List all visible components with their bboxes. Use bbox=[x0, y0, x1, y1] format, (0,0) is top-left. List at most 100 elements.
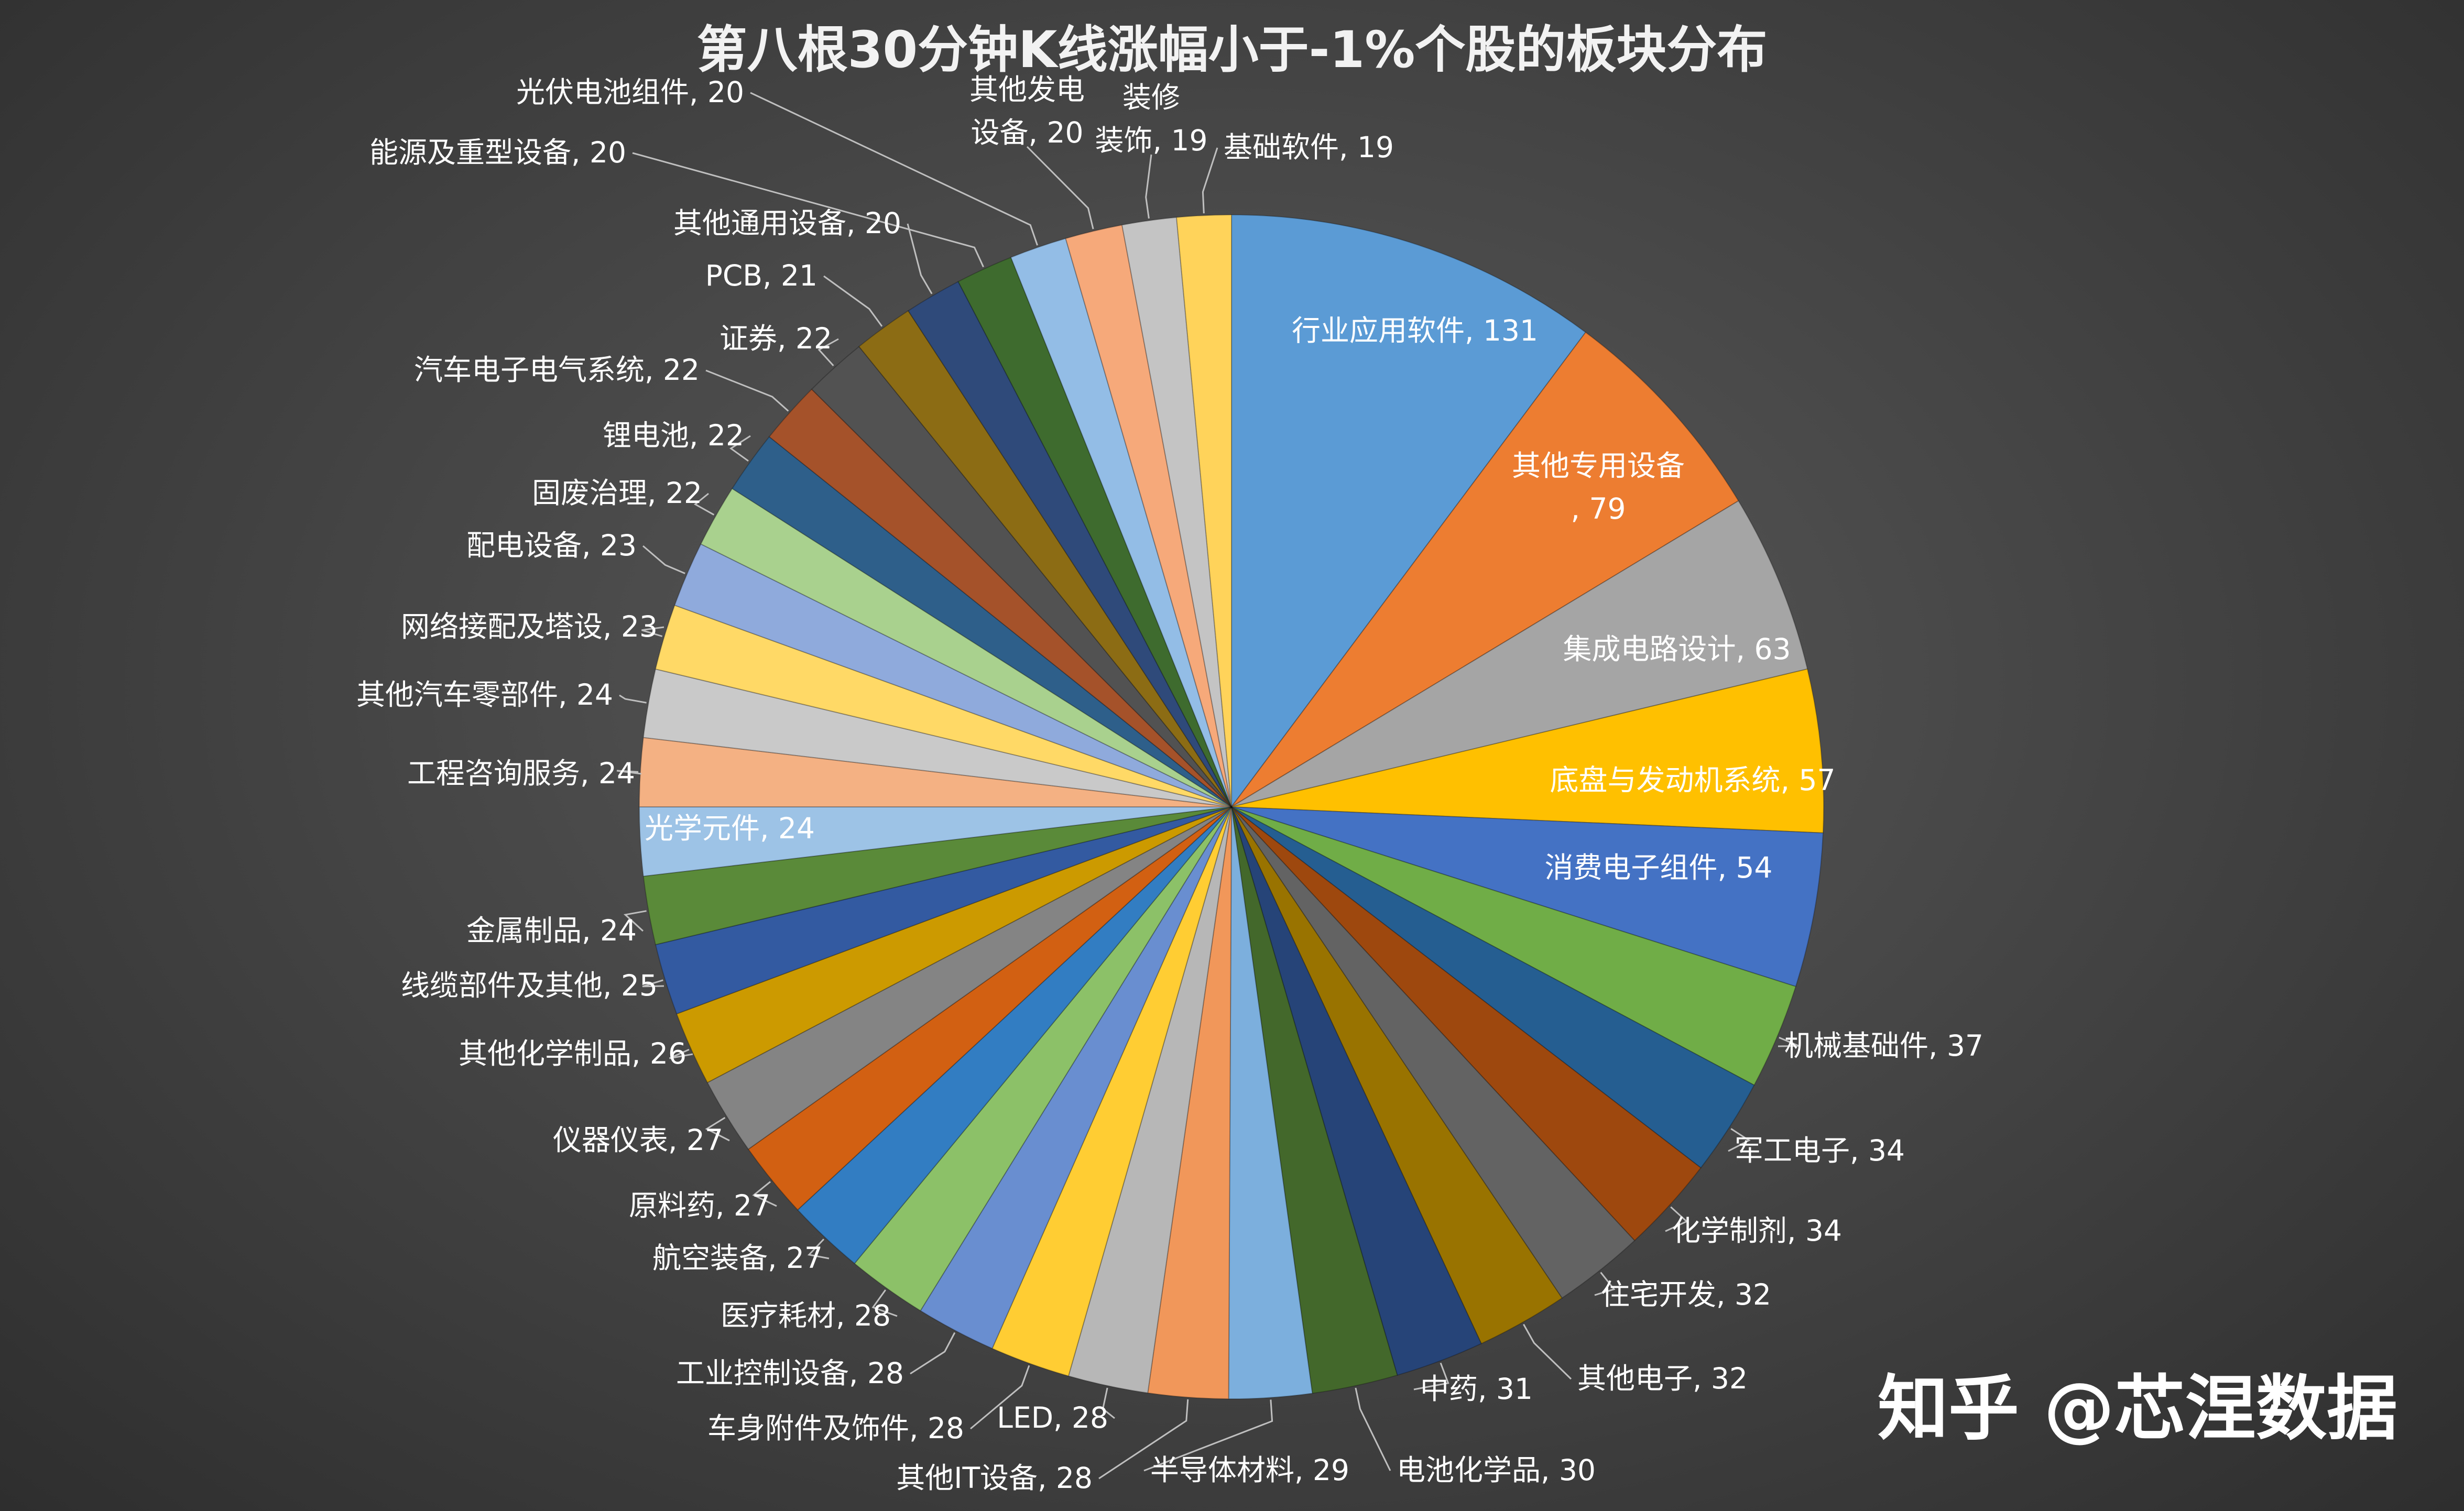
leader-line bbox=[1026, 146, 1094, 229]
pie-slice bbox=[674, 543, 1232, 807]
leader-line bbox=[1728, 1128, 1751, 1152]
pie-slice bbox=[1231, 806, 1636, 1299]
leader-line bbox=[623, 910, 647, 932]
leader-line bbox=[641, 626, 664, 637]
leader-line bbox=[1098, 1399, 1189, 1480]
leader-line bbox=[642, 979, 664, 988]
leader-line bbox=[1413, 1362, 1449, 1390]
leader-line bbox=[619, 694, 647, 704]
slice-label: 其他电子, 32 bbox=[1577, 1362, 1748, 1395]
pie-slice bbox=[1231, 806, 1755, 1169]
slice-label: 网络接配及塔设, 23 bbox=[401, 610, 658, 643]
pie-slice bbox=[642, 806, 1232, 946]
slice-label: 证券, 22 bbox=[719, 322, 832, 355]
leader-line bbox=[669, 1048, 693, 1059]
slice-label: 半导体材料, 29 bbox=[1150, 1453, 1349, 1487]
leader-line bbox=[729, 435, 751, 462]
pie-slice bbox=[1231, 806, 1482, 1376]
slice-label: 消费电子组件, 54 bbox=[1545, 851, 1773, 884]
pie-slice bbox=[858, 310, 1232, 807]
pie-slice bbox=[957, 256, 1232, 807]
slice-label: 线缆部件及其他, 25 bbox=[401, 969, 658, 1002]
leader-line bbox=[1778, 1037, 1800, 1047]
slice-label: 航空装备, 27 bbox=[652, 1241, 823, 1275]
pie-slice bbox=[706, 806, 1232, 1150]
pie-slice bbox=[642, 668, 1232, 807]
pie-slice bbox=[854, 806, 1232, 1311]
pie-slices bbox=[638, 214, 1825, 1400]
pie-slice bbox=[1228, 806, 1313, 1400]
slice-label: 汽车电子电气系统, 22 bbox=[414, 353, 700, 387]
leader-line bbox=[1143, 1399, 1273, 1472]
pie-slice bbox=[1231, 806, 1702, 1242]
slice-label: 工程咨询服务, 24 bbox=[407, 757, 635, 790]
slice-label: 能源及重型设备, 20 bbox=[369, 136, 626, 169]
slice-label: 集成电路设计, 63 bbox=[1563, 632, 1791, 666]
slice-label: 电池化学品, 30 bbox=[1397, 1453, 1596, 1487]
leader-line bbox=[823, 275, 883, 327]
leader-line bbox=[705, 1116, 730, 1142]
leader-line bbox=[1355, 1387, 1391, 1471]
slice-label: 其他通用设备, 20 bbox=[673, 206, 901, 240]
leader-line bbox=[1665, 1206, 1688, 1232]
slice-label: 车身附件及饰件, 28 bbox=[707, 1411, 964, 1445]
leader-line bbox=[632, 152, 984, 268]
slice-label: 其他专用设备, 79 bbox=[1512, 449, 1685, 525]
pie-slice bbox=[1231, 214, 1587, 809]
pie-slice bbox=[811, 346, 1232, 807]
slice-label: 军工电子, 34 bbox=[1735, 1134, 1905, 1167]
leader-line bbox=[705, 369, 789, 412]
leader-line bbox=[871, 1289, 898, 1317]
leader-line bbox=[1145, 154, 1152, 219]
slice-label: 配电设备, 23 bbox=[466, 529, 637, 562]
leader-lines bbox=[616, 92, 1800, 1480]
pie-slice bbox=[638, 806, 1232, 877]
pie-slice bbox=[1147, 806, 1232, 1400]
slice-label: 锂电池, 22 bbox=[603, 419, 744, 452]
pie-slice bbox=[797, 806, 1232, 1264]
pie-slice bbox=[1231, 331, 1739, 807]
pie-slice bbox=[731, 436, 1232, 807]
pie-slice bbox=[768, 388, 1232, 807]
leader-line bbox=[1594, 1272, 1616, 1296]
slice-label: 其他发电设备, 20 bbox=[969, 73, 1085, 149]
pie-slice bbox=[920, 806, 1232, 1350]
pie-slice bbox=[655, 806, 1232, 1015]
slice-label: 其他化学制品, 26 bbox=[459, 1037, 686, 1070]
slice-label: 光伏电池组件, 20 bbox=[516, 75, 744, 109]
pie-slice bbox=[655, 604, 1232, 807]
slice-label: 仪器仪表, 27 bbox=[553, 1123, 723, 1157]
pie-slice bbox=[1067, 806, 1232, 1394]
pie-slice bbox=[991, 806, 1232, 1377]
slice-label: 原料药, 27 bbox=[629, 1189, 770, 1222]
pie-slice bbox=[907, 281, 1232, 807]
watermark-text: 知乎 @芯涅数据 bbox=[1878, 1367, 2397, 1450]
slice-label: 光学元件, 24 bbox=[645, 812, 815, 845]
pie-slice bbox=[676, 806, 1232, 1083]
leader-line bbox=[910, 1332, 956, 1375]
slice-label: 基础软件, 19 bbox=[1224, 130, 1394, 164]
pie-slice bbox=[1231, 806, 1824, 988]
pie-slice bbox=[1231, 500, 1808, 807]
pie-slice bbox=[1176, 214, 1232, 807]
slice-label: 医疗耗材, 28 bbox=[721, 1299, 891, 1332]
slice-label: 底盘与发动机系统, 57 bbox=[1550, 763, 1836, 797]
pie-slice bbox=[1231, 806, 1398, 1394]
pie-slice bbox=[638, 737, 1232, 807]
pie-slice bbox=[1121, 216, 1232, 807]
leader-line bbox=[642, 545, 685, 574]
leader-line bbox=[752, 1181, 777, 1207]
slice-label: 机械基础件, 37 bbox=[1784, 1029, 1983, 1063]
leader-line bbox=[970, 1365, 1030, 1430]
leader-line bbox=[1523, 1323, 1572, 1380]
pie-slice bbox=[1231, 806, 1796, 1086]
slice-label: 行业应用软件, 131 bbox=[1292, 314, 1538, 347]
slice-label: 工业控制设备, 28 bbox=[676, 1356, 904, 1390]
slice-label: 化学制剂, 34 bbox=[1672, 1214, 1842, 1247]
leader-line bbox=[1202, 147, 1218, 214]
slice-label: 住宅开发, 32 bbox=[1601, 1278, 1771, 1311]
pie-slice bbox=[1065, 224, 1232, 807]
leader-line bbox=[750, 92, 1039, 246]
